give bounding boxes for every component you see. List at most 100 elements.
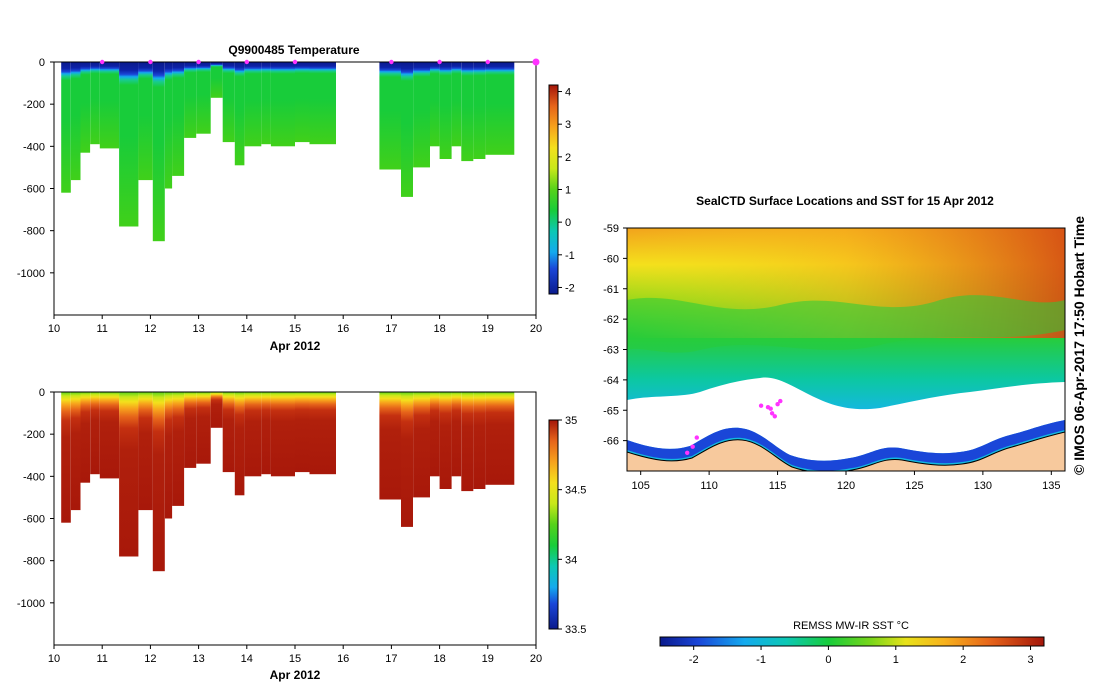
y-tick-label: -400 [23,471,45,483]
profile-column [184,392,197,468]
coastal-cold-water [627,420,1065,471]
x-tick-label: 10 [48,653,60,665]
seal-location-point [778,398,783,404]
profile-column [473,62,486,159]
seal-location-point [772,414,777,419]
y-tick-label: -600 [23,184,45,196]
map-x-tick-label: 120 [837,480,855,492]
profile-column [261,62,271,145]
x-tick-label: 13 [192,653,204,665]
profile-column [172,392,185,506]
seal-location-point [775,402,780,407]
sea-ice-region [627,377,1065,461]
profile-column [430,62,440,147]
profile-column [90,62,100,145]
y-tick-label: -1000 [17,598,45,610]
seal-location-point [769,411,775,416]
map-x-tick-label: 115 [769,480,787,492]
profile-column [138,392,153,511]
profile-column [70,392,81,511]
sst-map-panel: SealCTD Surface Locations and SST for 15… [603,194,1066,666]
surface-marker [389,59,394,65]
y-tick-label: -600 [23,514,45,526]
colorbar-tick-label: -1 [565,250,575,262]
map-y-tick-label: -64 [603,375,619,387]
map-y-tick-label: -65 [603,405,619,417]
surface-marker [148,59,153,65]
profile-column [485,62,515,155]
x-tick-label: 10 [48,323,60,335]
y-tick-label: -800 [23,556,45,568]
profile-column [439,392,452,489]
x-tick-label: 19 [482,653,494,665]
seal-surface-locations [685,398,783,455]
profile-column [295,392,310,473]
map-x-tick-label: 135 [1042,480,1060,492]
x-tick-label: 19 [482,323,494,335]
profile-column [80,62,91,153]
map-y-tick-label: -62 [603,314,619,326]
profile-column [295,62,310,143]
map-y-tick-label: -61 [603,284,619,296]
x-tick-label: 14 [241,323,253,335]
x-tick-label: 17 [385,653,397,665]
sst-colorbar-label: REMSS MW-IR SST °C [793,620,909,632]
colorbar-tick-label: 2 [565,152,571,164]
sst-green-band [627,295,1065,353]
x-tick-label: 15 [289,653,301,665]
imos-timestamp-caption: © IMOS 06-Apr-2017 17:50 Hobart Time [1071,216,1087,475]
profile-column [473,392,486,489]
map-y-tick-label: -63 [603,345,619,357]
profile-column [61,392,71,523]
colorbar-tick-label: 35 [565,415,577,427]
profile-column [485,392,515,485]
temperature-profiles [61,62,515,242]
colorbar-tick-label: 1 [565,185,571,197]
x-tick-label: 13 [192,323,204,335]
sst-colorbar [659,636,1045,647]
profile-column [99,62,120,149]
surface-marker [437,59,442,65]
profile-column [184,62,197,138]
temperature-chart-title: Q9900485 Temperature [228,43,360,57]
colorbar-tick-label: 33.5 [565,624,586,636]
y-tick-label: 0 [39,57,45,69]
x-tick-label: 16 [337,323,349,335]
x-tick-label: 18 [433,323,445,335]
x-tick-label: 12 [144,653,156,665]
sst-colorbar-tick-label: -1 [756,654,766,666]
profile-column [80,392,91,483]
profile-column [430,392,440,477]
colorbar-tick-label: 3 [565,119,571,131]
profile-column [461,62,474,162]
x-tick-label: 16 [337,653,349,665]
profile-column [119,392,139,557]
profile-column [99,392,120,479]
map-y-tick-label: -66 [603,436,619,448]
profile-column [413,62,430,168]
profile-column [234,392,245,496]
profile-column [379,62,402,170]
x-tick-label: 11 [96,653,107,665]
sst-colorbar-tick-label: 1 [893,654,899,666]
profile-column [439,62,452,159]
sst-map-x-axis: 105 110 115 120 125 130 135 [632,471,1060,492]
profile-column [196,392,211,464]
map-x-tick-label: 130 [974,480,992,492]
profile-column [152,62,165,242]
surface-marker [532,58,540,66]
x-tick-label: 18 [433,653,445,665]
profile-column [401,392,413,527]
sst-colorbar-tick-label: -2 [689,654,699,666]
colorbar-tick-label: 34.5 [565,485,586,497]
profile-column [222,392,235,473]
salinity-section-panel: 10 11 12 13 14 15 16 17 18 19 20 0 -200 -400 -600 -800… [17,387,587,682]
y-tick-label: -200 [23,99,45,111]
profile-column [270,62,295,147]
surface-location-markers [100,58,540,66]
antarctic-land [627,431,1065,471]
x-tick-label: 20 [530,653,542,665]
profile-column [210,392,223,428]
salinity-y-axis: 0 -200 -400 -600 -800 -1000 [17,387,54,610]
